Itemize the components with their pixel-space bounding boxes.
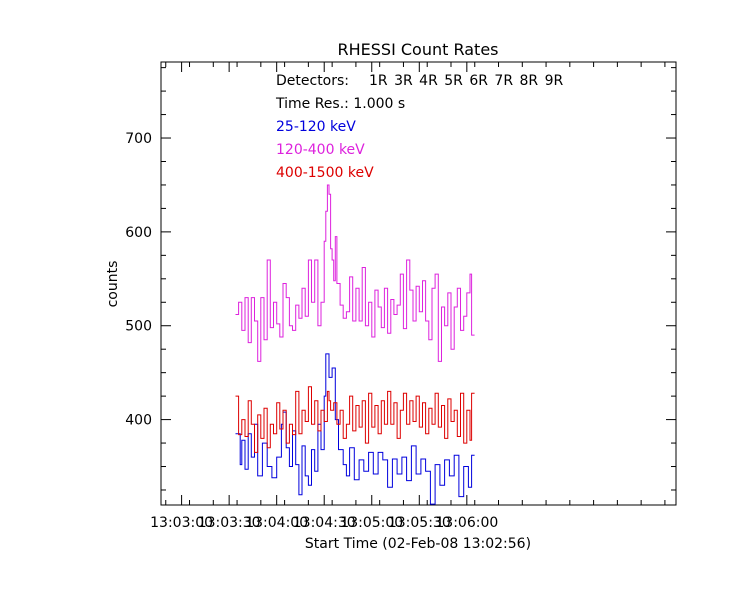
x-tick-label: 13:05:30 xyxy=(388,515,451,531)
y-tick-label: 400 xyxy=(125,413,152,429)
y-tick-label: 600 xyxy=(125,225,152,241)
series-line-2 xyxy=(235,184,475,362)
plot-frame xyxy=(160,61,677,506)
legend-entry: 400-1500 keV xyxy=(276,165,374,181)
annotation-time-res: Time Res.: 1.000 s xyxy=(275,96,405,112)
series-line-3 xyxy=(235,386,475,453)
legend: 25-120 keV 120-400 keV 400-1500 keV xyxy=(276,119,374,181)
legend-entry: 25-120 keV xyxy=(276,119,356,135)
tick-layer: 13:03:0013:03:3013:04:0013:04:3013:05:00… xyxy=(125,62,676,531)
y-axis-label: counts xyxy=(105,261,121,308)
chart-title: RHESSI Count Rates xyxy=(338,40,499,59)
x-tick-label: 13:03:30 xyxy=(198,515,261,531)
annotation-detectors-list: 1R 3R 4R 5R 6R 7R 8R 9R xyxy=(369,73,564,89)
legend-entry: 120-400 keV xyxy=(276,142,365,158)
x-tick-label: 13:05:00 xyxy=(340,515,403,531)
y-tick-label: 500 xyxy=(125,319,152,335)
series-line-1 xyxy=(235,353,475,505)
x-axis-label: Start Time (02-Feb-08 13:02:56) xyxy=(305,536,531,552)
x-tick-label: 13:06:00 xyxy=(435,515,498,531)
x-tick-label: 13:04:00 xyxy=(245,515,308,531)
x-tick-label: 13:04:30 xyxy=(293,515,356,531)
series-layer xyxy=(235,184,475,505)
x-tick-label: 13:03:00 xyxy=(150,515,213,531)
y-tick-label: 700 xyxy=(125,131,152,147)
annotation-detectors-label: Detectors: xyxy=(276,73,349,89)
